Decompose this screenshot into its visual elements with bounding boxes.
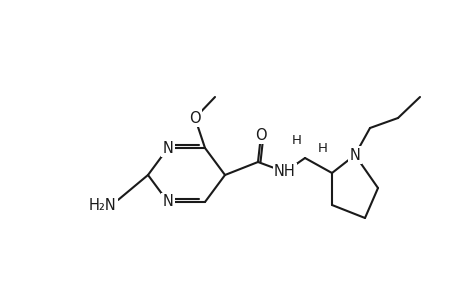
Text: N: N — [162, 194, 173, 209]
Text: O: O — [255, 128, 266, 142]
Text: H₂N: H₂N — [89, 197, 117, 212]
Text: H: H — [317, 142, 327, 154]
Text: NH: NH — [274, 164, 295, 179]
Text: N: N — [349, 148, 360, 163]
Text: O: O — [189, 110, 201, 125]
Text: H: H — [291, 134, 301, 146]
Text: N: N — [162, 140, 173, 155]
